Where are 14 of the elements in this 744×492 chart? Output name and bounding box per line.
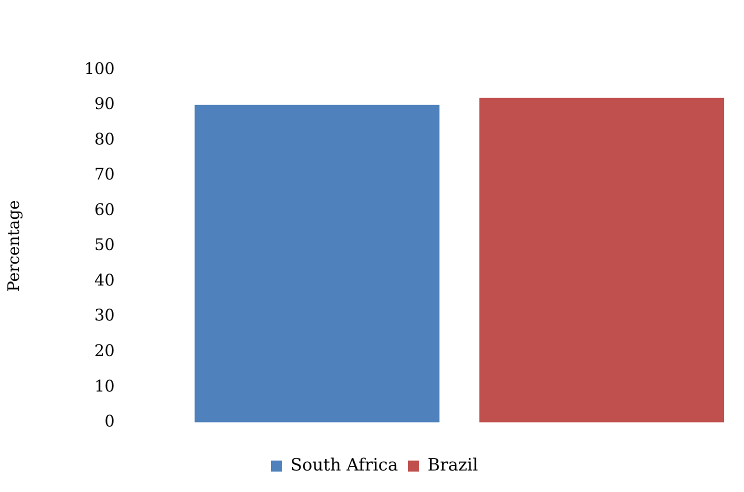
y-tick-label: 80 (94, 129, 115, 148)
y-tick-label: 0 (104, 412, 115, 431)
y-tick-label: 50 (94, 235, 115, 254)
y-tick-label: 20 (94, 340, 115, 360)
y-tick-label: 30 (94, 306, 115, 325)
y-tick-label: 40 (94, 270, 115, 290)
legend-label: South Africa (290, 456, 398, 476)
y-axis-title: Percentage (4, 200, 23, 292)
y-tick-label: 60 (94, 200, 115, 219)
y-tick-label: 70 (94, 164, 115, 184)
y-tick-label: 90 (94, 94, 115, 114)
y-tick-label: 10 (94, 376, 115, 396)
legend-label: Brazil (427, 456, 478, 476)
y-tick-label: 100 (84, 58, 115, 78)
